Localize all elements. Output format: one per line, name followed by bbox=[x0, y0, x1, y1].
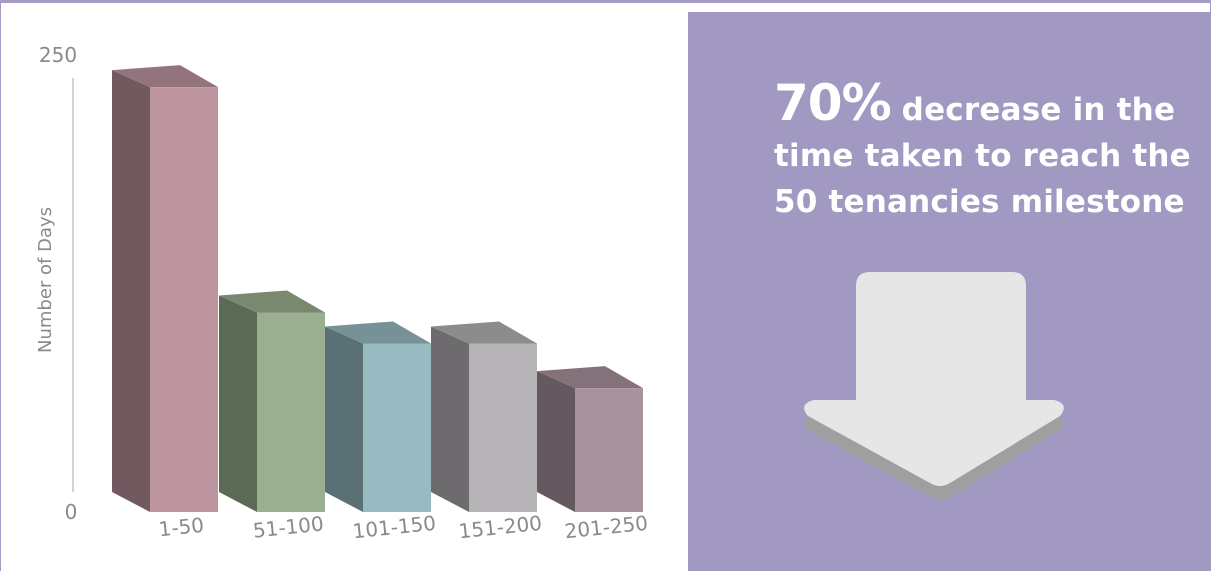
y-axis-label: Number of Days bbox=[35, 207, 56, 353]
x-tick-label: 101-150 bbox=[351, 511, 437, 544]
bar-side-face bbox=[537, 371, 575, 512]
bar bbox=[257, 312, 325, 512]
summary-panel: 70% decrease in the time taken to reach … bbox=[688, 12, 1211, 571]
x-tick-label: 151-200 bbox=[457, 511, 543, 544]
x-tick-label: 51-100 bbox=[252, 511, 325, 542]
bar-top-face bbox=[112, 65, 218, 88]
y-tick-label-min: 0 bbox=[65, 500, 78, 524]
bar-top-face bbox=[537, 366, 643, 389]
headline: 70% decrease in the time taken to reach … bbox=[774, 78, 1194, 225]
bar-side-face bbox=[325, 326, 363, 512]
headline-text: decrease in the time taken to reach the … bbox=[774, 92, 1191, 220]
bar bbox=[469, 343, 537, 512]
bar-side-face bbox=[112, 70, 150, 512]
x-tick-label: 1-50 bbox=[157, 513, 205, 542]
bar-top-face bbox=[325, 321, 431, 344]
bar bbox=[363, 343, 431, 512]
bar-side-face bbox=[219, 295, 257, 512]
arrow-face bbox=[804, 272, 1064, 486]
bar-side-face bbox=[431, 326, 469, 512]
bar bbox=[575, 388, 643, 512]
bars-group: 1-50 51-100 101-150 151-200 201-250 bbox=[112, 65, 649, 543]
bar-top-face bbox=[431, 321, 537, 344]
headline-percentage: 70% bbox=[774, 74, 892, 132]
bar-top-face bbox=[219, 290, 325, 313]
y-tick-label-max: 250 bbox=[39, 43, 77, 67]
bar bbox=[150, 87, 218, 512]
down-arrow-icon bbox=[804, 272, 1064, 500]
bar-chart: 250 0 Number of Days 1-50 51-100 101-150 15… bbox=[35, 43, 649, 543]
x-tick-label: 201-250 bbox=[563, 511, 649, 544]
